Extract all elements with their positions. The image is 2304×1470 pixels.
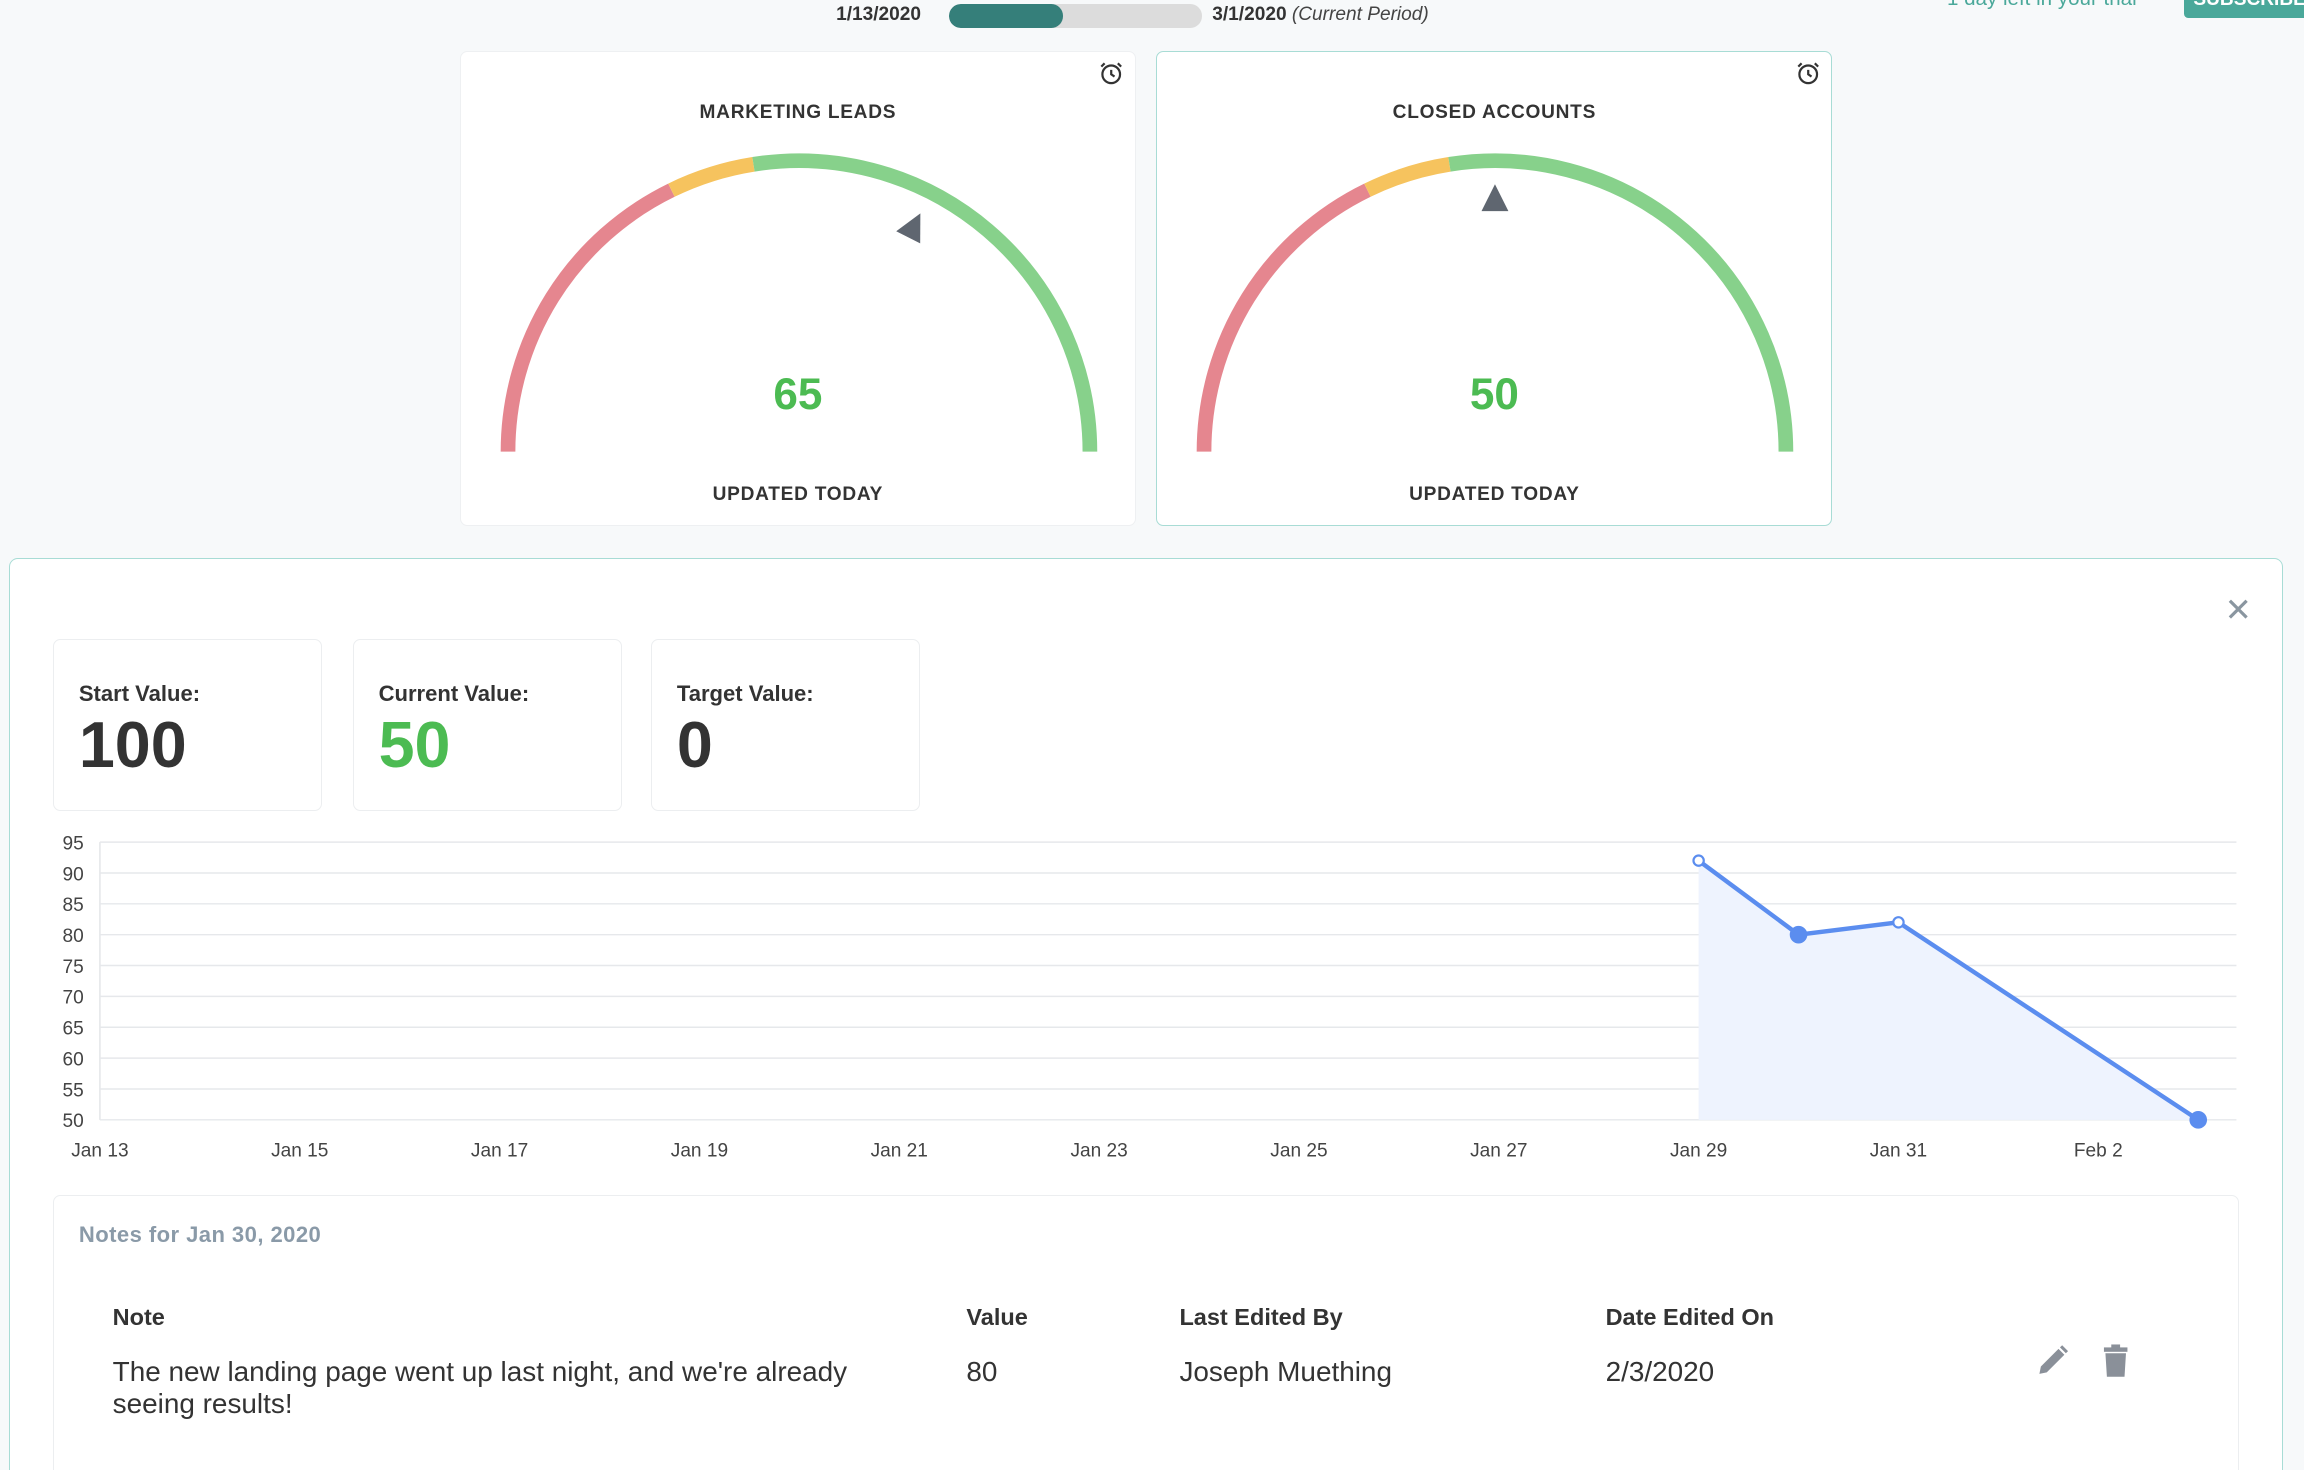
header-value: Value [966, 1304, 1028, 1331]
edit-pencil-icon[interactable] [2035, 1343, 2070, 1378]
data-point[interactable] [1892, 915, 1905, 929]
header-last-edited-by: Last Edited By [1179, 1304, 1343, 1331]
gauge-updated: UPDATED TODAY [712, 484, 884, 506]
data-point[interactable] [1692, 854, 1705, 867]
series-line [1697, 858, 2200, 1122]
period-start-date: 1/13/2020 [836, 4, 922, 26]
delete-trash-icon[interactable] [2101, 1343, 2130, 1378]
close-icon[interactable]: ✕ [2224, 591, 2252, 628]
gauge-pointer [896, 213, 921, 244]
note-date: 2/3/2020 [1605, 1355, 1715, 1387]
data-point-with-note[interactable] [1789, 925, 1808, 944]
y-tick-label: 60 [63, 1049, 84, 1070]
y-tick-label: 50 [63, 1111, 84, 1132]
target-value-card: Target Value: 0 [650, 639, 920, 812]
gauge-green-segment [1448, 153, 1794, 453]
gauge-yellow-segment [668, 157, 755, 198]
x-tick-label: Jan 19 [671, 1140, 728, 1161]
gauge-title: CLOSED ACCOUNTS [1392, 102, 1597, 124]
gauge-title: MARKETING LEADS [699, 102, 897, 124]
x-tick-label: Jan 21 [871, 1140, 928, 1161]
start-value-label: Start Value: [78, 681, 201, 707]
current-value-card: Current Value: 50 [352, 639, 622, 812]
target-value: 0 [676, 708, 713, 782]
period-end-date: 3/1/2020 [1212, 4, 1287, 26]
header-note: Note [112, 1304, 165, 1331]
note-value: 80 [966, 1355, 998, 1387]
gauge-chart [1197, 153, 1794, 453]
notes-card: Notes for Jan 30, 2020 Note Value Last E… [52, 1194, 2240, 1470]
current-value-label: Current Value: [378, 681, 530, 707]
x-tick-label: Feb 2 [2074, 1140, 2123, 1161]
gauge-red-segment [1197, 184, 1372, 453]
y-tick-label: 90 [63, 864, 84, 885]
subscribe-button[interactable]: SUBSCRIBE [2183, 0, 2304, 18]
gauge-green-segment [752, 153, 1098, 453]
current-value: 50 [378, 708, 451, 782]
alarm-clock-icon[interactable] [1795, 60, 1821, 86]
gauge-card-closed-accounts[interactable]: CLOSED ACCOUNTS 50 UPDATED TODAY [1156, 51, 1833, 527]
y-tick-label: 55 [63, 1080, 84, 1101]
y-tick-label: 70 [63, 988, 84, 1009]
x-tick-label: Jan 29 [1670, 1140, 1727, 1161]
period-end-note: (Current Period) [1291, 4, 1429, 26]
gauge-yellow-segment [1364, 157, 1452, 198]
gauge-card-marketing-leads[interactable]: MARKETING LEADS 65 UPDATED TODAY [459, 51, 1136, 527]
x-tick-label: Jan 25 [1270, 1140, 1327, 1161]
period-progress-bar [949, 4, 1202, 28]
x-tick-label: Jan 23 [1070, 1140, 1127, 1161]
period-end: 3/1/2020 (Current Period) [1212, 4, 1429, 26]
y-tick-label: 75 [63, 957, 84, 978]
note-edited-by: Joseph Muething [1179, 1355, 1392, 1387]
y-tick-label: 85 [63, 895, 84, 916]
header-date-edited-on: Date Edited On [1605, 1304, 1774, 1331]
y-tick-label: 95 [63, 833, 84, 854]
y-tick-label: 65 [63, 1018, 84, 1039]
gauge-pointer [1481, 184, 1509, 212]
progress-chart: 95 90 85 80 75 70 65 60 55 50 Jan 13 Jan 15 Jan 17 Ja… [63, 833, 2237, 1161]
target-value-label: Target Value: [676, 681, 814, 707]
x-tick-label: Jan 27 [1470, 1140, 1527, 1161]
notes-title: Notes for Jan 30, 2020 [78, 1222, 322, 1248]
gauge-value: 65 [773, 369, 823, 419]
y-tick-label: 80 [63, 926, 84, 947]
x-tick-label: Jan 17 [471, 1140, 528, 1161]
data-point-with-note[interactable] [2189, 1110, 2208, 1129]
alarm-clock-icon[interactable] [1098, 60, 1124, 86]
gauge-red-segment [500, 184, 675, 453]
x-tick-label: Jan 15 [271, 1140, 328, 1161]
x-tick-label: Jan 31 [1870, 1140, 1927, 1161]
x-tick-label: Jan 13 [71, 1140, 128, 1161]
note-text: The new landing page went up last night,… [112, 1355, 848, 1420]
gauge-chart [500, 153, 1098, 453]
start-value: 100 [78, 708, 187, 782]
trial-notice: 1 day left in your trial [1947, 0, 2137, 11]
start-value-card: Start Value: 100 [52, 639, 322, 812]
gauge-value: 50 [1469, 369, 1519, 419]
area-fill [1698, 860, 2199, 1120]
period-progress-fill [949, 4, 1063, 28]
gauge-updated: UPDATED TODAY [1409, 484, 1580, 506]
